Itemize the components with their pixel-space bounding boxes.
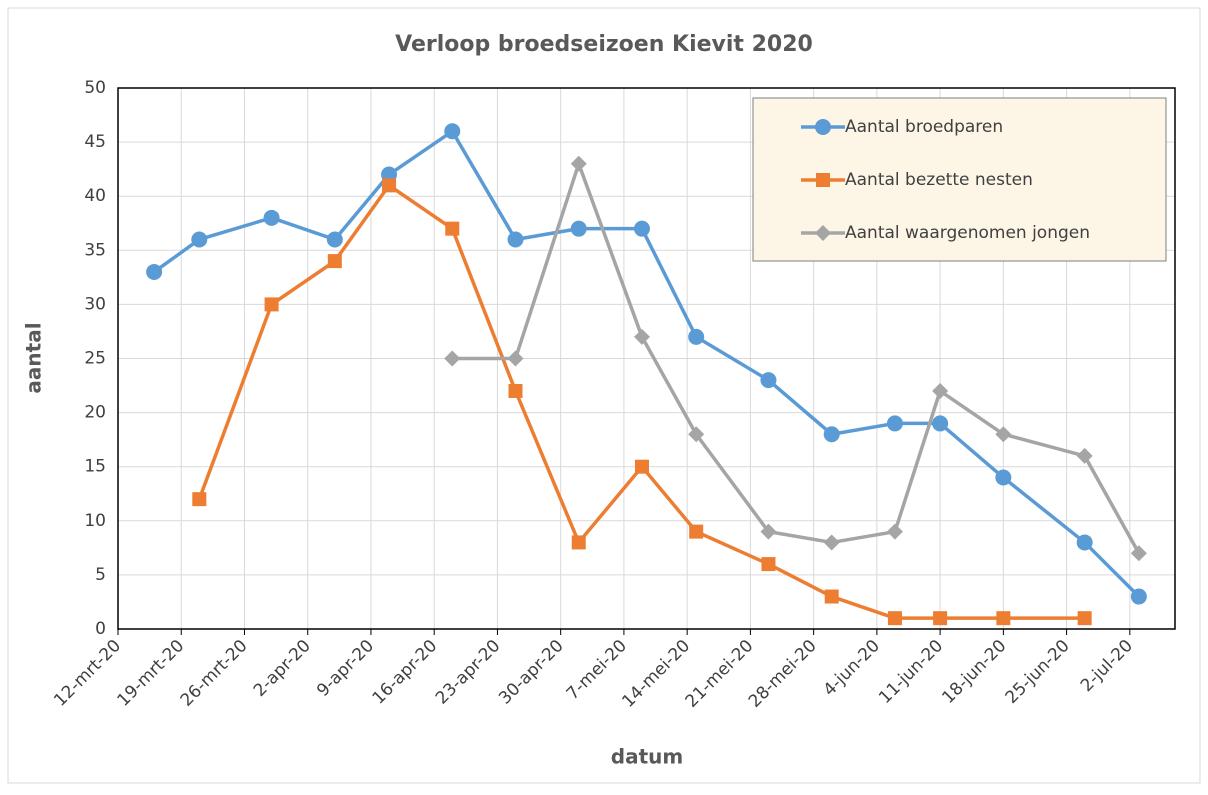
point	[995, 426, 1012, 443]
point	[761, 557, 776, 572]
point	[192, 492, 207, 507]
y-tick-label: 10	[84, 511, 106, 531]
point	[933, 611, 948, 626]
legend-label: Aantal waargenomen jongen	[845, 223, 1090, 243]
y-tick-label: 40	[84, 186, 106, 206]
point	[327, 254, 342, 269]
point	[263, 209, 280, 226]
point	[507, 231, 524, 248]
point	[823, 426, 840, 443]
point	[633, 220, 650, 237]
point	[1077, 611, 1092, 626]
x-axis-label: datum	[611, 745, 683, 769]
legend-marker	[815, 225, 831, 241]
point	[633, 328, 650, 345]
point	[508, 383, 523, 398]
legend-label: Aantal broedparen	[845, 117, 1003, 137]
y-tick-label: 35	[84, 240, 106, 260]
point	[886, 415, 903, 432]
point	[823, 534, 840, 551]
legend-label: Aantal bezette nesten	[845, 170, 1033, 190]
point	[1076, 534, 1093, 551]
y-tick-label: 20	[84, 403, 106, 423]
point	[570, 220, 587, 237]
point	[444, 350, 461, 367]
point	[688, 426, 705, 443]
plot-border	[117, 87, 1176, 630]
series-line	[452, 161, 1141, 555]
point	[445, 221, 460, 236]
point	[932, 382, 949, 399]
point	[886, 523, 903, 540]
point	[995, 469, 1012, 486]
legend-marker	[816, 173, 830, 187]
chart-title: Verloop broedseizoen Kievit 2020	[395, 32, 813, 57]
point	[996, 611, 1011, 626]
point	[760, 372, 777, 389]
point	[382, 178, 397, 193]
point	[444, 123, 461, 140]
legend: Aantal broedparen Aantal bezette nesten Aa…	[752, 97, 1167, 262]
point	[571, 535, 586, 550]
point	[824, 589, 839, 604]
point	[634, 459, 649, 474]
point	[326, 231, 343, 248]
point	[689, 524, 704, 539]
y-tick-label: 0	[95, 619, 106, 639]
point	[146, 263, 163, 280]
point	[1130, 545, 1147, 562]
legend-marker	[815, 119, 831, 135]
y-axis-label: aantal	[22, 322, 46, 393]
point	[932, 415, 949, 432]
y-tick-label: 5	[95, 565, 106, 585]
point	[1076, 447, 1093, 464]
y-tick-label: 30	[84, 294, 106, 314]
point	[570, 155, 587, 172]
point	[264, 297, 279, 312]
point	[1130, 588, 1147, 605]
y-tick-label: 45	[84, 132, 106, 152]
point	[760, 523, 777, 540]
point	[191, 231, 208, 248]
point	[688, 328, 705, 345]
y-tick-label: 25	[84, 349, 106, 369]
y-tick-label: 15	[84, 457, 106, 477]
point	[887, 611, 902, 626]
y-tick-label: 50	[84, 78, 106, 98]
point	[507, 350, 524, 367]
